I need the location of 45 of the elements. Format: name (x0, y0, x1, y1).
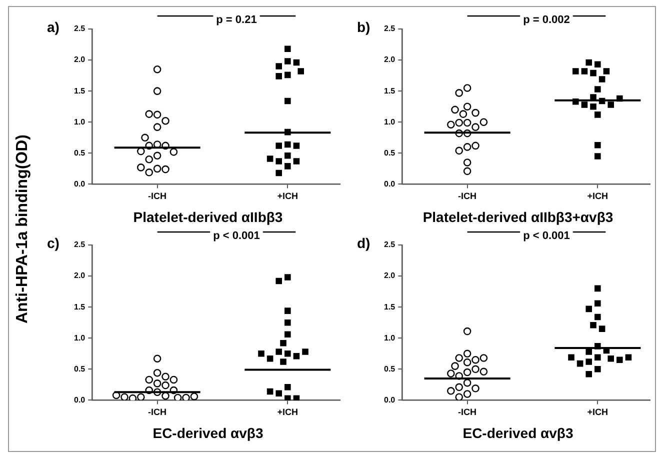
y-axis-title: Anti-HPA-1a binding(OD) (14, 134, 32, 324)
y-tick-label: 0.0 (74, 395, 86, 404)
y-tick-label: 2.0 (384, 271, 396, 280)
y-tick-label: 0.0 (384, 395, 396, 404)
y-tick-label: 2.0 (74, 55, 86, 64)
x-tick-label: -ICH (148, 191, 167, 202)
text: p < 0.001 (523, 230, 570, 242)
chart-title: b) (357, 19, 370, 35)
y-tick-label: 1.0 (74, 333, 86, 342)
y-tick-label: 1.5 (384, 302, 396, 312)
text: p < 0.001 (213, 230, 260, 242)
y-tick-label: 0.5 (74, 364, 86, 374)
chart-title: a) (47, 19, 60, 35)
y-tick-label: 2.5 (384, 24, 396, 34)
y-tick-label: 2.0 (384, 55, 396, 64)
x-tick-label: -ICH (458, 191, 477, 202)
text: p = 0.002 (523, 14, 570, 26)
x-tick-label: +ICH (587, 407, 608, 418)
y-tick-label: 2.0 (74, 271, 86, 280)
y-tick-label: 2.5 (74, 24, 86, 34)
y-tick-label: 0.0 (74, 179, 86, 188)
chart-title: c) (47, 235, 60, 251)
y-tick-label: 2.5 (74, 240, 86, 250)
x-tick-label: +ICH (277, 407, 298, 418)
x-tick-label: -ICH (458, 407, 477, 418)
y-tick-label: 1.5 (74, 302, 86, 312)
x-axis-title: Platelet-derived αIIbβ3+αvβ3 (422, 209, 614, 225)
y-tick-label: 0.0 (384, 179, 396, 188)
y-tick-label: 1.5 (384, 86, 396, 96)
x-axis-title: EC-derived αvβ3 (462, 425, 574, 441)
y-tick-label: 1.0 (384, 333, 396, 342)
y-tick-label: 1.0 (384, 117, 396, 126)
y-tick-label: 1.0 (74, 117, 86, 126)
y-tick-label: 0.5 (384, 148, 396, 158)
y-tick-label: 2.5 (384, 240, 396, 250)
y-tick-label: 0.5 (384, 364, 396, 374)
x-axis-title: EC-derived αvβ3 (152, 425, 264, 441)
x-tick-label: +ICH (277, 191, 298, 202)
chart-title: d) (357, 235, 370, 251)
x-axis-title: Platelet-derived αIIbβ3 (132, 209, 284, 225)
y-tick-label: 0.5 (74, 148, 86, 158)
y-tick-label: 1.5 (74, 86, 86, 96)
text: p = 0.21 (216, 14, 257, 26)
x-tick-label: +ICH (587, 191, 608, 202)
x-tick-label: -ICH (148, 407, 167, 418)
